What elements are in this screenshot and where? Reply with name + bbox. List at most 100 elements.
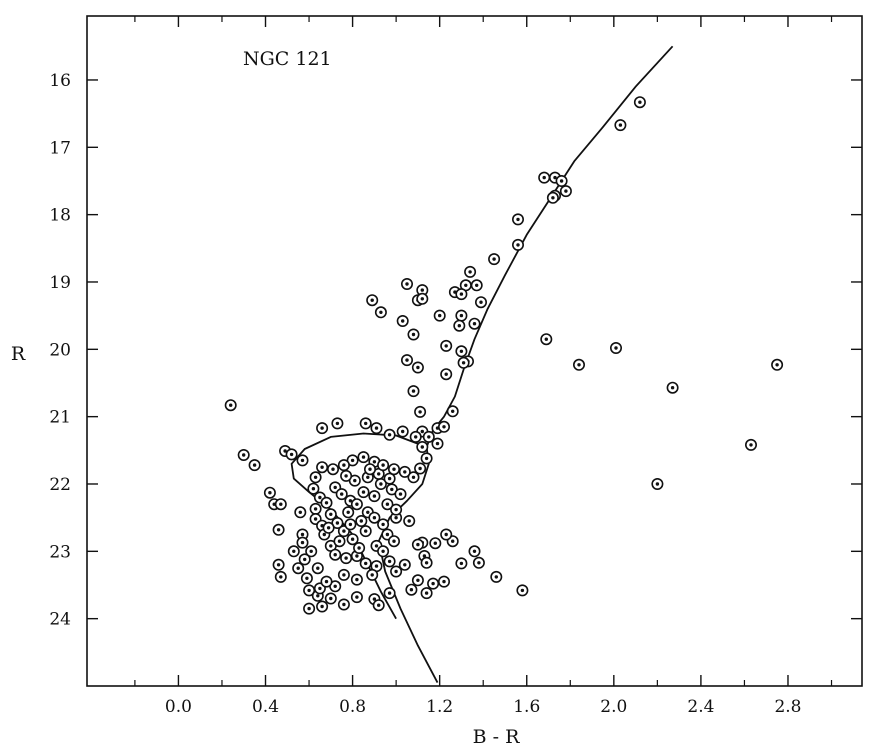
data-point xyxy=(353,542,366,554)
x-tick-label: 1.2 xyxy=(426,697,453,717)
data-point xyxy=(464,265,477,278)
data-point xyxy=(364,463,376,476)
data-point xyxy=(350,591,363,604)
data-points xyxy=(224,96,784,615)
data-point xyxy=(320,496,333,509)
x-tick-label: 2.0 xyxy=(600,697,627,717)
x-tick-label: 0.4 xyxy=(252,697,279,717)
data-point xyxy=(294,506,307,519)
data-point xyxy=(403,515,416,527)
data-point xyxy=(316,422,329,435)
data-point xyxy=(359,557,372,570)
data-point xyxy=(263,486,276,499)
data-point xyxy=(337,459,350,472)
data-point xyxy=(457,356,470,369)
data-point xyxy=(329,548,342,561)
data-point xyxy=(475,296,487,309)
data-point xyxy=(416,284,429,297)
data-point xyxy=(350,498,363,511)
data-point xyxy=(468,545,481,558)
data-point xyxy=(512,213,524,226)
data-point xyxy=(390,511,403,524)
data-point xyxy=(666,381,679,394)
data-point xyxy=(331,417,344,430)
data-point xyxy=(651,478,664,490)
data-point xyxy=(420,587,433,600)
data-point xyxy=(555,175,568,187)
data-point xyxy=(272,558,285,571)
data-point xyxy=(374,306,387,319)
data-point xyxy=(455,345,468,358)
data-point xyxy=(633,96,646,109)
data-point xyxy=(390,565,403,578)
data-point xyxy=(357,451,370,464)
data-point xyxy=(407,328,420,341)
data-point xyxy=(274,570,287,583)
data-point xyxy=(546,191,559,204)
y-tick-label: 17 xyxy=(49,138,71,158)
data-point xyxy=(422,430,435,443)
data-point xyxy=(346,533,359,546)
y-tick-label: 20 xyxy=(49,340,71,360)
data-point xyxy=(416,292,429,305)
y-axis-label: R xyxy=(11,343,26,365)
data-point xyxy=(342,506,355,519)
data-point xyxy=(414,462,427,475)
data-point xyxy=(366,568,379,581)
data-point xyxy=(368,511,381,524)
data-point xyxy=(298,553,311,566)
x-tick-label: 0.8 xyxy=(339,697,366,717)
data-point xyxy=(538,171,551,184)
data-point xyxy=(745,438,757,451)
y-tick-label: 18 xyxy=(49,206,71,226)
y-tick-label: 24 xyxy=(49,610,71,630)
data-point xyxy=(540,333,553,346)
data-point xyxy=(431,437,444,450)
data-point xyxy=(372,599,385,612)
data-point xyxy=(610,342,622,354)
data-point xyxy=(333,535,346,548)
data-point xyxy=(374,478,387,490)
data-point xyxy=(390,503,403,516)
data-point xyxy=(573,358,585,371)
x-tick-label: 2.4 xyxy=(687,697,714,717)
data-point xyxy=(771,358,784,371)
data-point xyxy=(377,518,390,531)
data-point xyxy=(224,399,237,412)
isochrone-curves xyxy=(290,45,674,684)
axis-ticks xyxy=(87,16,862,686)
data-point xyxy=(411,361,424,374)
data-point xyxy=(377,459,390,472)
data-point xyxy=(316,461,329,474)
data-point xyxy=(359,417,372,430)
data-point xyxy=(455,288,468,301)
data-point xyxy=(383,587,396,600)
y-tick-label: 21 xyxy=(49,408,71,428)
data-point xyxy=(370,422,383,435)
data-point xyxy=(324,508,337,521)
data-point xyxy=(416,441,429,453)
data-point xyxy=(455,309,468,322)
data-point xyxy=(453,319,466,332)
data-point xyxy=(309,471,322,484)
tick-labels: 0.0 0.4 0.8 1.2 1.6 2.0 2.4 2.8 16 17 18 19 20 21 22 23… xyxy=(49,71,801,717)
y-tick-label: 16 xyxy=(49,71,71,91)
data-point xyxy=(472,556,485,569)
data-point xyxy=(401,278,413,290)
data-point xyxy=(438,575,450,588)
data-point xyxy=(274,498,287,511)
data-point xyxy=(411,538,424,551)
data-point xyxy=(359,525,372,538)
x-axis-label: B - R xyxy=(473,726,520,748)
data-point xyxy=(455,557,468,570)
data-point xyxy=(272,523,285,536)
data-point xyxy=(396,315,409,327)
data-point xyxy=(388,463,400,476)
data-point xyxy=(401,354,413,367)
data-point xyxy=(398,558,411,571)
data-point xyxy=(344,518,357,531)
x-tick-label: 1.6 xyxy=(513,697,540,717)
data-point xyxy=(405,583,418,596)
data-point xyxy=(490,570,503,583)
